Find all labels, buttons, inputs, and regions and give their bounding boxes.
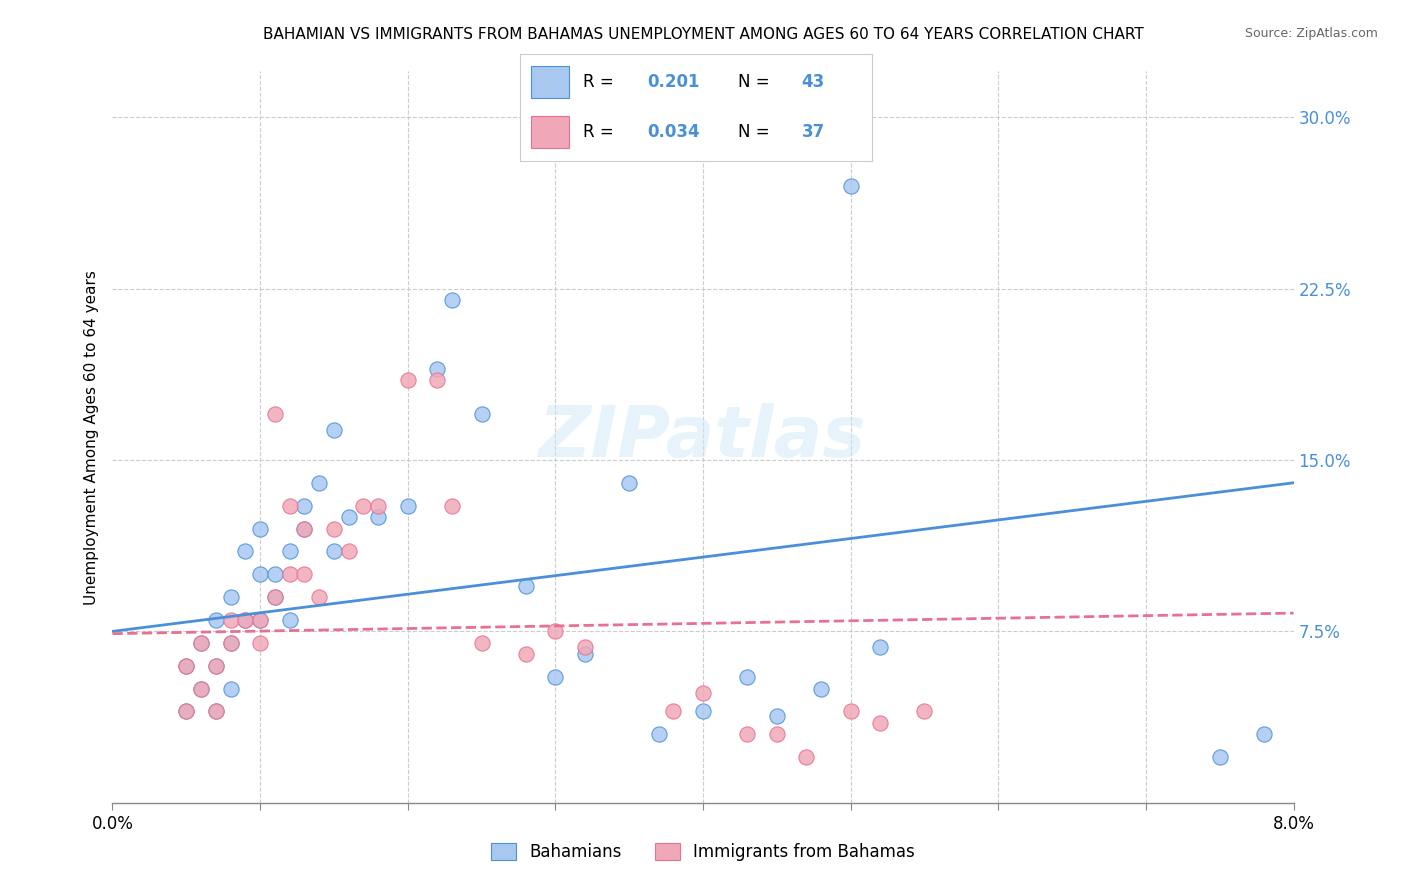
Point	[515, 579, 537, 593]
Point	[174, 705, 197, 719]
Point	[337, 510, 360, 524]
Point	[233, 544, 256, 558]
Point	[219, 613, 242, 627]
Point	[233, 613, 256, 627]
Point	[1208, 750, 1232, 764]
Point	[810, 681, 832, 696]
Point	[692, 705, 714, 719]
Point	[441, 293, 464, 307]
Point	[1253, 727, 1275, 741]
Point	[219, 636, 242, 650]
Point	[839, 178, 862, 193]
Point	[219, 590, 242, 604]
Point	[396, 373, 419, 387]
Point	[292, 521, 315, 535]
Point	[205, 613, 228, 627]
Point	[737, 727, 759, 741]
Text: BAHAMIAN VS IMMIGRANTS FROM BAHAMAS UNEMPLOYMENT AMONG AGES 60 TO 64 YEARS CORRE: BAHAMIAN VS IMMIGRANTS FROM BAHAMAS UNEM…	[263, 27, 1143, 42]
Legend: Bahamians, Immigrants from Bahamas: Bahamians, Immigrants from Bahamas	[484, 836, 922, 868]
Point	[765, 709, 787, 723]
Text: ZIPatlas: ZIPatlas	[540, 402, 866, 472]
Point	[869, 640, 891, 655]
Point	[205, 705, 228, 719]
Point	[441, 499, 464, 513]
Text: R =: R =	[583, 123, 620, 141]
Point	[205, 705, 228, 719]
Y-axis label: Unemployment Among Ages 60 to 64 years: Unemployment Among Ages 60 to 64 years	[83, 269, 98, 605]
Point	[264, 407, 287, 421]
Point	[264, 590, 287, 604]
Text: N =: N =	[738, 73, 775, 91]
Point	[426, 373, 449, 387]
Point	[278, 613, 301, 627]
Point	[264, 590, 287, 604]
Point	[190, 681, 212, 696]
Point	[337, 544, 360, 558]
Point	[515, 647, 537, 661]
Point	[367, 510, 389, 524]
Point	[367, 499, 389, 513]
Text: 43: 43	[801, 73, 825, 91]
Point	[914, 705, 936, 719]
Point	[796, 750, 818, 764]
Point	[292, 567, 315, 582]
Point	[323, 423, 346, 437]
Point	[323, 544, 346, 558]
Point	[308, 475, 330, 490]
Point	[264, 567, 287, 582]
Point	[278, 499, 301, 513]
Point	[574, 640, 596, 655]
Point	[205, 658, 228, 673]
Point	[174, 705, 197, 719]
Point	[869, 715, 891, 730]
Point	[323, 521, 346, 535]
Text: 37: 37	[801, 123, 825, 141]
Point	[352, 499, 374, 513]
Point	[471, 407, 494, 421]
Text: Source: ZipAtlas.com: Source: ZipAtlas.com	[1244, 27, 1378, 40]
Point	[174, 658, 197, 673]
Point	[544, 670, 567, 684]
Point	[205, 658, 228, 673]
Point	[765, 727, 787, 741]
Point	[190, 636, 212, 650]
Point	[647, 727, 671, 741]
Text: 0.034: 0.034	[647, 123, 699, 141]
Point	[219, 636, 242, 650]
Point	[308, 590, 330, 604]
Point	[249, 636, 271, 650]
FancyBboxPatch shape	[531, 66, 569, 98]
Text: 0.201: 0.201	[647, 73, 699, 91]
Point	[249, 613, 271, 627]
Point	[574, 647, 596, 661]
Point	[190, 681, 212, 696]
Point	[249, 521, 271, 535]
Point	[426, 361, 449, 376]
Point	[278, 567, 301, 582]
Text: N =: N =	[738, 123, 775, 141]
Point	[219, 681, 242, 696]
Point	[249, 567, 271, 582]
FancyBboxPatch shape	[531, 116, 569, 148]
Point	[839, 705, 862, 719]
Point	[233, 613, 256, 627]
Point	[190, 636, 212, 650]
Point	[544, 624, 567, 639]
Point	[471, 636, 494, 650]
Point	[662, 705, 685, 719]
Point	[737, 670, 759, 684]
Point	[249, 613, 271, 627]
Point	[619, 475, 641, 490]
Point	[692, 686, 714, 700]
Point	[396, 499, 419, 513]
Point	[278, 544, 301, 558]
Point	[292, 521, 315, 535]
Point	[174, 658, 197, 673]
Text: R =: R =	[583, 73, 620, 91]
Point	[292, 499, 315, 513]
